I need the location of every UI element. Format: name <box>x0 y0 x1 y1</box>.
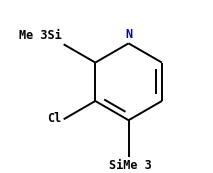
Text: Cl: Cl <box>47 112 61 125</box>
Text: Me 3Si: Me 3Si <box>19 29 62 42</box>
Text: N: N <box>126 28 133 41</box>
Text: SiMe 3: SiMe 3 <box>109 159 152 172</box>
